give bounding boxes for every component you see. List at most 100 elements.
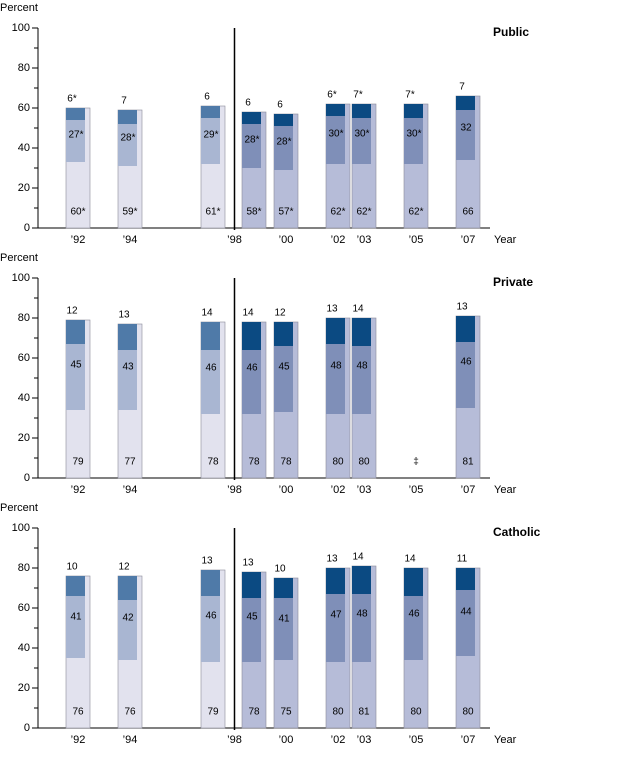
value-label: 61* <box>205 207 220 218</box>
bar-top <box>404 104 423 118</box>
x-tick-label: ’92 <box>71 734 86 746</box>
bar-top <box>118 576 137 600</box>
value-label: 62* <box>330 207 345 218</box>
value-label: 14 <box>352 552 364 563</box>
x-tick-label: ’02 <box>331 234 346 246</box>
value-label: 7* <box>405 90 415 101</box>
value-label: 79 <box>72 457 84 468</box>
x-tick-label: ’00 <box>279 734 294 746</box>
value-label: 78 <box>207 457 219 468</box>
bar-top <box>274 322 293 346</box>
value-label: 76 <box>72 707 84 718</box>
value-label: 80 <box>358 457 370 468</box>
value-label: 12 <box>274 308 286 319</box>
value-label: 45 <box>70 360 82 371</box>
value-label: 28* <box>120 133 135 144</box>
y-tick-label: 60 <box>18 352 30 364</box>
x-tick-label: ’92 <box>71 234 86 246</box>
value-label: 6* <box>327 90 337 101</box>
bar-top <box>274 578 293 598</box>
y-tick-label: 20 <box>18 182 30 194</box>
y-tick-label: 80 <box>18 562 30 574</box>
value-label: 76 <box>124 707 136 718</box>
value-label: 62* <box>408 207 423 218</box>
bar-top <box>66 576 85 596</box>
value-label: 75 <box>280 707 292 718</box>
value-label: 7 <box>121 96 127 107</box>
value-label: 45 <box>246 612 258 623</box>
value-label: 14 <box>201 308 213 319</box>
value-label: 10 <box>66 562 78 573</box>
y-tick-label: 40 <box>18 142 30 154</box>
bar-top <box>66 108 85 120</box>
value-label: 11 <box>457 554 468 565</box>
bar-middle <box>201 106 220 164</box>
value-label: 47 <box>330 610 342 621</box>
value-label: 45 <box>278 362 290 373</box>
value-label: 41 <box>70 612 82 623</box>
value-label: 48 <box>330 361 342 372</box>
bar-middle <box>404 104 423 164</box>
value-label: 78 <box>248 707 260 718</box>
value-label: 78 <box>248 457 260 468</box>
value-label: 78 <box>280 457 292 468</box>
x-tick-label: ’98 <box>227 734 242 746</box>
bar-top <box>352 318 371 346</box>
value-label: ‡ <box>413 457 419 468</box>
value-label: 12 <box>118 562 130 573</box>
bar-middle <box>456 96 475 160</box>
y-tick-label: 0 <box>24 472 30 484</box>
bar-top <box>456 96 475 110</box>
y-axis-label: Percent <box>0 252 38 264</box>
value-label: 80 <box>462 707 474 718</box>
bar-top <box>326 104 345 116</box>
y-tick-label: 20 <box>18 432 30 444</box>
bar-top <box>242 112 261 124</box>
value-label: 81 <box>358 707 370 718</box>
value-label: 7 <box>459 82 465 93</box>
value-label: 6 <box>277 100 283 111</box>
bar-top <box>456 568 475 590</box>
x-axis-label: Year <box>494 484 517 496</box>
y-tick-label: 80 <box>18 62 30 74</box>
bar-top <box>352 104 371 118</box>
x-tick-label: ’03 <box>357 234 372 246</box>
value-label: 13 <box>201 556 213 567</box>
bar-middle <box>242 112 261 168</box>
value-label: 27* <box>68 130 83 141</box>
y-tick-label: 20 <box>18 682 30 694</box>
value-label: 41 <box>278 614 290 625</box>
bar-middle <box>326 104 345 164</box>
value-label: 46 <box>246 363 258 374</box>
x-tick-label: ’98 <box>227 234 242 246</box>
y-axis-label: Percent <box>0 502 38 514</box>
y-axis-label: Percent <box>0 2 38 14</box>
x-tick-label: ’92 <box>71 484 86 496</box>
x-tick-label: ’07 <box>461 234 476 246</box>
value-label: 6 <box>245 98 251 109</box>
x-axis-label: Year <box>494 234 517 246</box>
value-label: 44 <box>460 607 472 618</box>
value-label: 10 <box>274 564 286 575</box>
y-tick-label: 100 <box>12 522 30 534</box>
value-label: 62* <box>356 207 371 218</box>
value-label: 30* <box>328 129 343 140</box>
y-tick-label: 40 <box>18 392 30 404</box>
x-tick-label: ’98 <box>227 484 242 496</box>
y-tick-label: 40 <box>18 642 30 654</box>
x-axis-label: Year <box>494 734 517 746</box>
bar-top <box>118 324 137 350</box>
bar-top <box>326 318 345 344</box>
value-label: 14 <box>242 308 254 319</box>
value-label: 28* <box>244 135 259 146</box>
x-tick-label: ’94 <box>123 234 138 246</box>
bar-middle <box>66 108 85 162</box>
x-tick-label: ’05 <box>409 484 424 496</box>
value-label: 30* <box>354 129 369 140</box>
value-label: 80 <box>410 707 422 718</box>
y-tick-label: 60 <box>18 602 30 614</box>
value-label: 14 <box>404 554 416 565</box>
value-label: 81 <box>462 457 474 468</box>
value-label: 43 <box>122 362 134 373</box>
